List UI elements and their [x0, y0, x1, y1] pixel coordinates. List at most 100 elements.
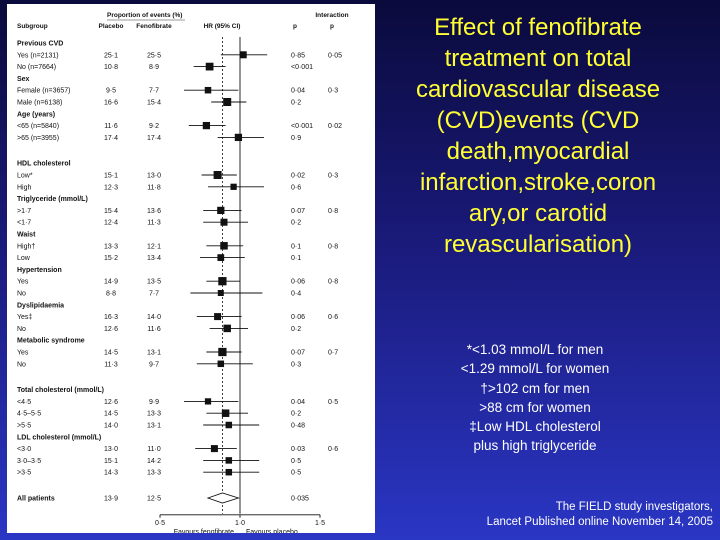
- hr-square: [202, 121, 211, 130]
- row-placebo: 8·8: [106, 291, 116, 298]
- row-fenofibrate: 13·4: [147, 255, 161, 262]
- row-label: 4·5–5·5: [17, 411, 41, 418]
- footnotes: *<1.03 mmol/L for men <1.29 mmol/L for w…: [410, 340, 660, 456]
- row-p: 0·2: [291, 100, 301, 107]
- subgroup-header: Triglyceride (mmol/L): [17, 196, 88, 203]
- row-p: 0·07: [291, 208, 305, 215]
- row-p: 0·07: [291, 350, 305, 357]
- row-label: High: [17, 184, 32, 191]
- subgroup-header: Previous CVD: [17, 41, 63, 48]
- row-p: <0·001: [291, 64, 313, 71]
- row-fenofibrate: 17·4: [147, 135, 161, 142]
- row-interaction-p: 0·5: [328, 399, 338, 406]
- title-line: cardiovascular disease: [415, 76, 661, 103]
- row-p: <0·001: [291, 123, 313, 130]
- citation-line: The FIELD study investigators,: [555, 501, 713, 513]
- row-p: 0·2: [291, 326, 301, 333]
- row-interaction-p: 0·3: [328, 88, 338, 95]
- row-placebo: 15·1: [104, 458, 118, 465]
- hr-square: [230, 183, 237, 190]
- subgroup-header: Dyslipidaemia: [17, 302, 64, 309]
- hr-square: [221, 409, 230, 417]
- hr-square: [239, 51, 247, 59]
- row-label: Low: [17, 255, 31, 262]
- row-placebo: 13·3: [104, 243, 118, 250]
- header-interaction-p: p: [330, 23, 334, 30]
- row-placebo: 25·1: [104, 52, 118, 59]
- row-fenofibrate: 11·6: [147, 326, 161, 333]
- row-fenofibrate: 25·5: [147, 52, 161, 59]
- row-label: >5·5: [17, 423, 31, 430]
- row-fenofibrate: 13·5: [147, 279, 161, 286]
- forest-plot: Proportion of events (%) Subgroup Placebo F…: [17, 12, 349, 533]
- forest-plot-panel: Proportion of events (%) Subgroup Placebo F…: [7, 4, 375, 533]
- subgroup-header: Waist: [17, 232, 36, 239]
- row-placebo: 11·6: [104, 123, 118, 130]
- title-line: (CVD)events (CVD: [436, 107, 640, 134]
- hr-square: [217, 254, 225, 261]
- x-tick-label: 1·5: [315, 520, 325, 527]
- row-placebo: 15·1: [104, 173, 118, 180]
- row-label: >3·5: [17, 470, 31, 477]
- hr-square: [225, 457, 233, 464]
- subgroup-header: Metabolic syndrome: [17, 338, 85, 345]
- row-fenofibrate: 8·9: [149, 64, 159, 71]
- subgroup-header: Age (years): [17, 111, 55, 118]
- hr-square: [205, 62, 214, 71]
- subgroup-header: Hypertension: [17, 267, 62, 274]
- row-label: Low*: [17, 173, 33, 180]
- row-p: 0·06: [291, 314, 305, 321]
- footnote: >88 cm for women: [479, 399, 591, 415]
- row-placebo: 15·2: [104, 255, 118, 262]
- title-line: Effect of fenofibrate: [434, 14, 642, 41]
- row-fenofibrate: 12·5: [147, 496, 161, 503]
- row-p: 0·85: [291, 52, 305, 59]
- row-placebo: 14·5: [104, 411, 118, 418]
- row-placebo: 13·9: [104, 496, 118, 503]
- x-label-favours-placebo: Favours placebo: [246, 529, 298, 533]
- row-label: No (n=7664): [17, 64, 56, 71]
- row-p: 0·1: [291, 243, 301, 250]
- row-placebo: 16·3: [104, 314, 118, 321]
- hr-square: [225, 468, 233, 476]
- hr-square: [220, 242, 228, 250]
- row-placebo: 14·3: [104, 470, 118, 477]
- subgroup-header: HDL cholesterol: [17, 161, 71, 168]
- row-label: >1·7: [17, 208, 31, 215]
- row-placebo: 14·9: [104, 279, 118, 286]
- row-p: 0·06: [291, 279, 305, 286]
- row-fenofibrate: 12·1: [147, 243, 161, 250]
- header-interaction: Interaction: [315, 12, 348, 19]
- hr-square: [218, 347, 227, 357]
- row-fenofibrate: 13·6: [147, 208, 161, 215]
- hr-square: [217, 206, 225, 215]
- row-placebo: 12·4: [104, 220, 118, 227]
- row-p: 0·035: [291, 496, 309, 503]
- row-label: Male (n=6138): [17, 100, 62, 107]
- header-p: p: [293, 23, 297, 30]
- row-fenofibrate: 11·3: [147, 220, 161, 227]
- row-p: 0·04: [291, 399, 305, 406]
- row-label: All patients: [17, 496, 55, 503]
- row-fenofibrate: 13·3: [147, 470, 161, 477]
- row-p: 0·4: [291, 291, 301, 298]
- hr-square: [223, 98, 232, 106]
- title-line: infarction,stroke,coron: [419, 169, 657, 196]
- row-interaction-p: 0·6: [328, 314, 338, 321]
- row-fenofibrate: 11·0: [147, 446, 161, 453]
- row-label: No: [17, 361, 26, 368]
- row-label: No: [17, 291, 26, 298]
- row-fenofibrate: 14·2: [147, 458, 161, 465]
- row-placebo: 15·4: [104, 208, 118, 215]
- header-placebo: Placebo: [99, 23, 124, 30]
- row-interaction-p: 0·8: [328, 243, 338, 250]
- row-p: 0·03: [291, 446, 305, 453]
- row-placebo: 17·4: [104, 135, 118, 142]
- row-p: 0·2: [291, 220, 301, 227]
- row-label: Yes: [17, 350, 29, 357]
- row-placebo: 10·8: [104, 64, 118, 71]
- row-p: 0·1: [291, 255, 301, 262]
- hr-square: [225, 421, 233, 429]
- title-line: death,myocardial: [446, 138, 630, 165]
- row-p: 0·48: [291, 423, 305, 430]
